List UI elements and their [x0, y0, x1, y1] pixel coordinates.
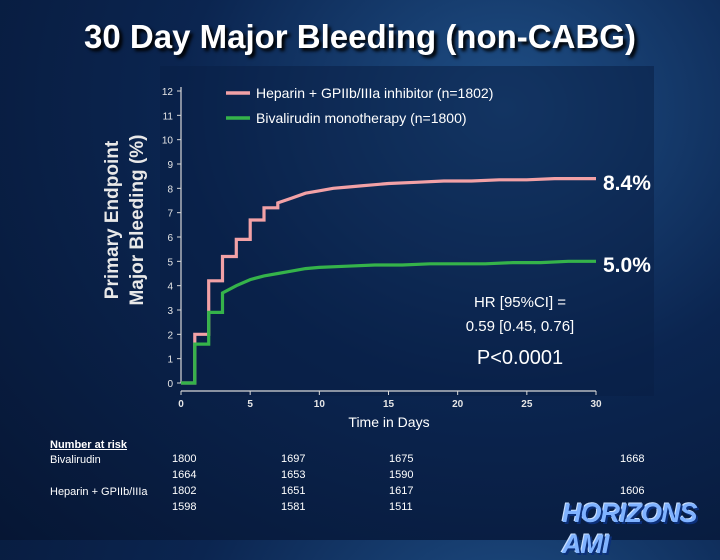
end-label-bivalirudin: 5.0%: [603, 254, 651, 277]
page-title: 30 Day Major Bleeding (non-CABG): [84, 18, 636, 55]
risk-table-value: 1617: [389, 485, 414, 497]
horizons-ami-logo: HORIZONS AMI: [562, 498, 698, 559]
risk-table-value: 1581: [281, 501, 306, 513]
risk-table-value: 1675: [389, 453, 414, 465]
p-value-annotation: P<0.0001: [477, 347, 563, 369]
risk-table-title: Number at risk: [50, 439, 128, 451]
risk-table-value: 1697: [281, 453, 306, 465]
risk-table-value: 1511: [389, 501, 413, 513]
y-tick-label: 1: [167, 355, 173, 366]
risk-table-value: 1668: [620, 453, 645, 465]
risk-table-value: 1606: [620, 485, 645, 497]
risk-table-value: 1802: [172, 485, 197, 497]
y-tick-label: 7: [167, 209, 173, 220]
x-axis-label: Time in Days: [348, 414, 429, 430]
y-tick-label: 2: [167, 330, 173, 341]
risk-table-value: 1664: [172, 469, 197, 481]
y-tick-label: 3: [167, 306, 173, 317]
x-tick-label: 5: [247, 399, 253, 410]
end-label-heparin: 8.4%: [603, 172, 651, 195]
hr-annotation-line1: HR [95%CI] =: [474, 294, 566, 311]
risk-table-value: 1598: [172, 501, 197, 513]
y-tick-label: 11: [163, 111, 174, 122]
risk-table-value: 1800: [172, 453, 197, 465]
risk-row-label-bivalirudin: Bivalirudin: [50, 454, 101, 466]
y-tick-label: 5: [167, 257, 173, 268]
risk-row-label-heparin: Heparin + GPIIb/IIIa: [50, 486, 148, 498]
risk-table-value: 1651: [281, 485, 306, 497]
y-tick-label: 9: [167, 160, 173, 171]
x-tick-label: 15: [383, 399, 395, 410]
y-tick-label: 8: [167, 184, 173, 195]
legend-entry-bivalirudin: Bivalirudin monotherapy (n=1800): [256, 110, 467, 126]
y-tick-label: 12: [162, 87, 174, 98]
x-tick-label: 10: [314, 399, 326, 410]
y-tick-label: 4: [167, 282, 173, 293]
risk-table-value: 1590: [389, 469, 414, 481]
x-tick-label: 20: [452, 399, 464, 410]
x-tick-label: 0: [178, 399, 184, 410]
hr-annotation-line2: 0.59 [0.45, 0.76]: [466, 318, 574, 335]
series-line-heparin: [181, 177, 596, 385]
series-line-bivalirudin: [181, 259, 596, 385]
plot-area: [160, 66, 654, 396]
risk-table-value: 1653: [281, 469, 306, 481]
y-tick-label: 10: [162, 136, 174, 147]
x-tick-label: 25: [521, 399, 533, 410]
y-tick-label: 0: [167, 379, 173, 390]
legend-entry-heparin: Heparin + GPIIb/IIIa inhibitor (n=1802): [256, 85, 493, 101]
x-tick-label: 30: [590, 399, 602, 410]
y-tick-label: 6: [167, 233, 173, 244]
